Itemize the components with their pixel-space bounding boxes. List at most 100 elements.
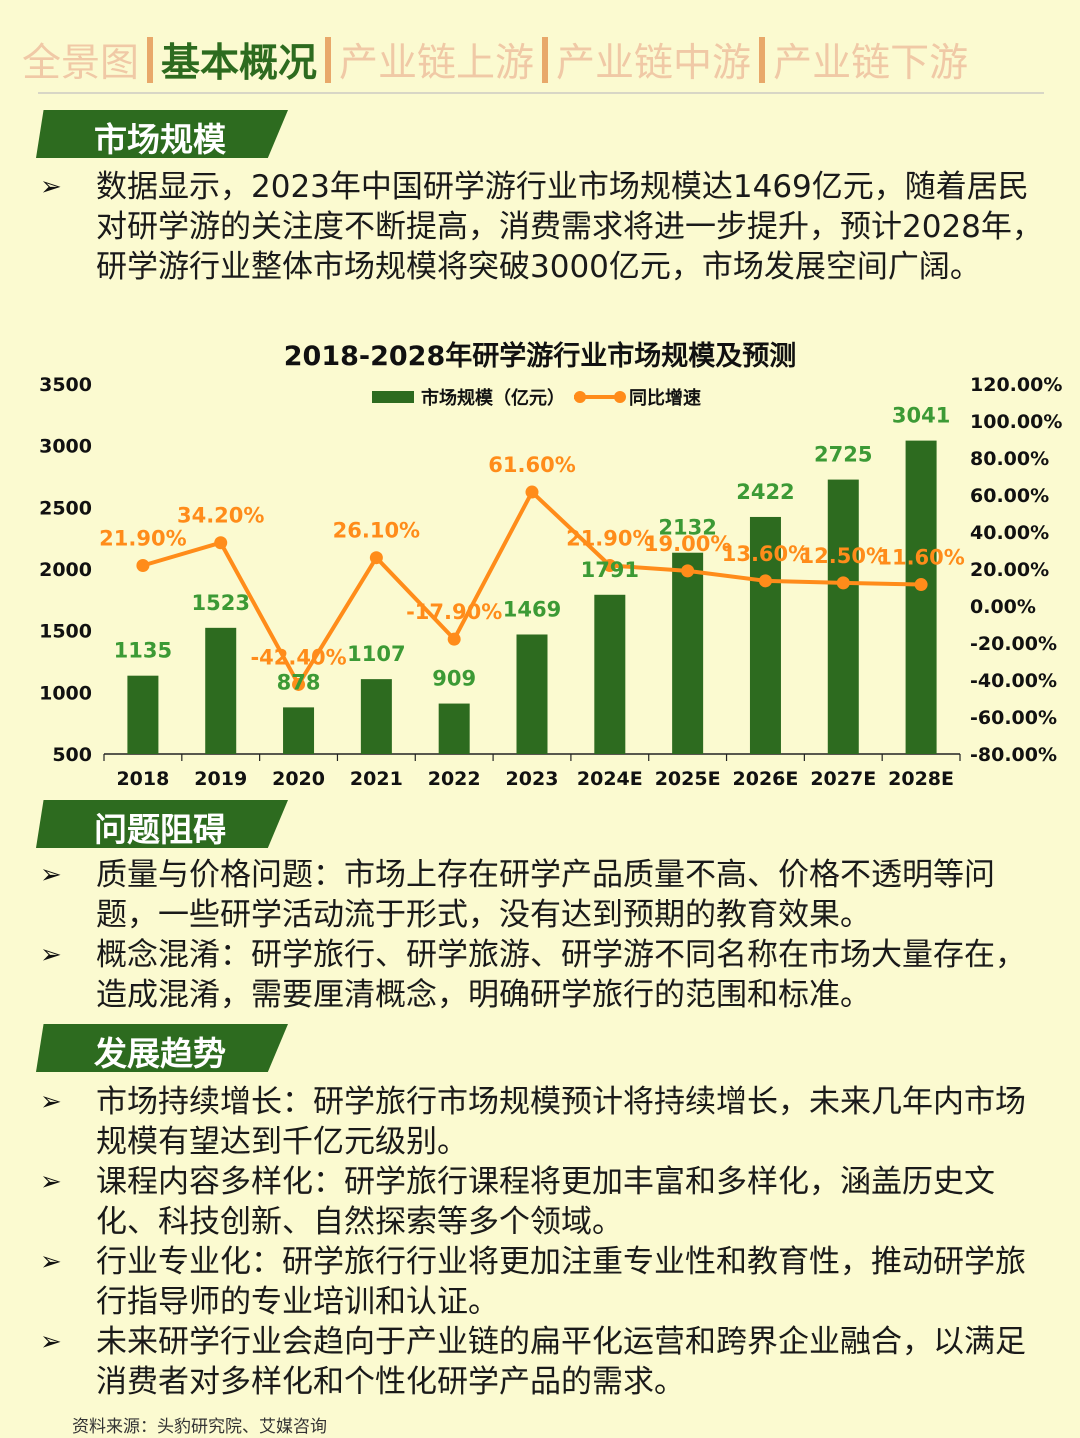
growth-point [214,536,228,550]
x-tick-label: 2027E [810,768,876,790]
tab-divider [325,37,332,83]
growth-value-label: 21.90% [566,526,653,550]
problems-list: ➢ 质量与价格问题：市场上存在研学产品质量不高、价格不透明等问题，一些研学活动流… [40,855,1050,1015]
growth-point [681,564,695,578]
bar [594,594,626,754]
growth-point [292,677,306,691]
growth-value-label: -42.40% [250,645,346,669]
tab-divider [542,37,549,83]
x-tick-label: 2028E [888,768,954,790]
growth-point [447,632,461,646]
arrow-bullet-icon: ➢ [40,172,62,202]
growth-value-label: 34.20% [177,504,264,528]
bar [360,679,392,754]
y-tick-label-right: 60.00% [970,485,1049,507]
list-item: ➢ 数据显示，2023年中国研学游行业市场规模达1469亿元，随着居民对研学游的… [40,167,1050,287]
bar [827,479,859,754]
bullet-text: 数据显示，2023年中国研学游行业市场规模达1469亿元，随着居民对研学游的关注… [96,169,1043,285]
tab-upstream[interactable]: 产业链上游 [339,41,535,86]
legend-line-marker [614,391,626,403]
list-item: ➢ 未来研学行业会趋向于产业链的扁平化运营和跨界企业融合，以满足消费者对多样化和… [40,1322,1050,1402]
bar [283,707,315,754]
bullet-text: 未来研学行业会趋向于产业链的扁平化运营和跨界企业融合，以满足消费者对多样化和个性… [96,1324,1026,1400]
x-tick-label: 2018 [116,768,169,790]
tab-midstream[interactable]: 产业链中游 [556,41,752,86]
bar [438,703,470,754]
x-tick-label: 2023 [506,768,559,790]
bar [749,516,781,754]
arrow-bullet-icon: ➢ [40,940,62,970]
x-tick-label: 2026E [733,768,799,790]
growth-point [603,558,617,572]
section-title-trends: 发展趋势 [94,1034,226,1073]
y-tick-label-left: 1500 [39,621,92,643]
y-tick-label-left: 500 [52,744,92,766]
growth-value-label: -17.90% [406,600,502,624]
legend-bar-swatch [372,391,414,403]
y-tick-label-left: 2000 [39,559,92,581]
bar [516,634,548,754]
bar-value-label: 2132 [658,516,716,540]
list-item: ➢ 质量与价格问题：市场上存在研学产品质量不高、价格不透明等问题，一些研学活动流… [40,855,1050,935]
growth-value-label: 26.10% [333,519,420,543]
tab-downstream[interactable]: 产业链下游 [773,41,969,86]
growth-point [758,574,772,588]
bullet-text: 市场持续增长：研学旅行市场规模预计将持续增长，未来几年内市场规模有望达到千亿元级… [96,1084,1026,1160]
y-tick-label-left: 3000 [39,436,92,458]
bar-value-label: 1107 [347,642,405,666]
growth-point [914,578,928,592]
bar-value-label: 1523 [192,591,250,615]
chart-title: 2018-2028年研学游行业市场规模及预测 [283,341,797,372]
bar [127,675,159,754]
y-tick-label-right: -40.00% [970,670,1057,692]
y-tick-label-right: 20.00% [970,559,1049,581]
list-item: ➢ 市场持续增长：研学旅行市场规模预计将持续增长，未来几年内市场规模有望达到千亿… [40,1082,1050,1162]
bar-value-label: 909 [432,667,476,691]
arrow-bullet-icon: ➢ [40,1167,62,1197]
bar-value-label: 2725 [814,443,872,467]
y-tick-label-right: -60.00% [970,707,1057,729]
growth-value-label: 13.60% [722,542,809,566]
y-tick-label-left: 3500 [39,374,92,396]
growth-point [525,485,539,499]
y-tick-label-left: 1000 [39,682,92,704]
tab-divider [147,37,154,83]
arrow-bullet-icon: ➢ [40,1087,62,1117]
bullet-text: 行业专业化：研学旅行行业将更加注重专业性和教育性，推动研学旅行指导师的专业培训和… [96,1244,1026,1320]
bar-value-label: 878 [277,670,321,694]
arrow-bullet-icon: ➢ [40,1247,62,1277]
growth-point [836,576,850,590]
market-text: ➢ 数据显示，2023年中国研学游行业市场规模达1469亿元，随着居民对研学游的… [40,167,1050,287]
bar [905,440,937,754]
section-header-trends: 发展趋势 [36,1024,288,1072]
bar-value-label: 1135 [114,639,172,663]
legend-line-marker [574,391,586,403]
bar [205,627,237,754]
growth-value-label: 19.00% [644,532,731,556]
tab-overview[interactable]: 全景图 [22,41,140,86]
x-tick-label: 2019 [194,768,247,790]
growth-point [369,551,383,565]
growth-value-label: 61.60% [488,453,575,477]
y-tick-label-left: 2500 [39,497,92,519]
nav-underline [38,92,1044,94]
bullet-text: 质量与价格问题：市场上存在研学产品质量不高、价格不透明等问题，一些研学活动流于形… [96,857,995,933]
growth-value-label: 11.60% [877,546,964,570]
market-size-chart: 3500 3000 2500 2000 1500 1000 500 120.00% 100.00… [39,374,1062,790]
x-tick-label: 2022 [428,768,481,790]
list-item: ➢ 概念混淆：研学旅行、研学旅游、研学游不同名称在市场大量存在，造成混淆，需要厘… [40,935,1050,1015]
x-tick-label: 2025E [655,768,721,790]
y-tick-label-right: 120.00% [970,374,1062,396]
top-nav: 全景图 基本概况 产业链上游 产业链中游 产业链下游 [22,30,1062,90]
x-tick-label: 2021 [350,768,403,790]
arrow-bullet-icon: ➢ [40,860,62,890]
legend-line-label: 同比增速 [629,387,701,409]
section-header-problems: 问题阻碍 [36,800,288,848]
y-tick-label-right: 100.00% [970,411,1062,433]
source-note: 资料来源：头豹研究院、艾媒咨询 [72,1417,327,1437]
bar-value-label: 3041 [892,404,950,428]
bar-value-label: 2422 [736,480,794,504]
section-title-market: 市场规模 [94,120,226,159]
y-tick-label-right: 40.00% [970,522,1049,544]
tab-basic-overview[interactable]: 基本概况 [161,41,318,86]
